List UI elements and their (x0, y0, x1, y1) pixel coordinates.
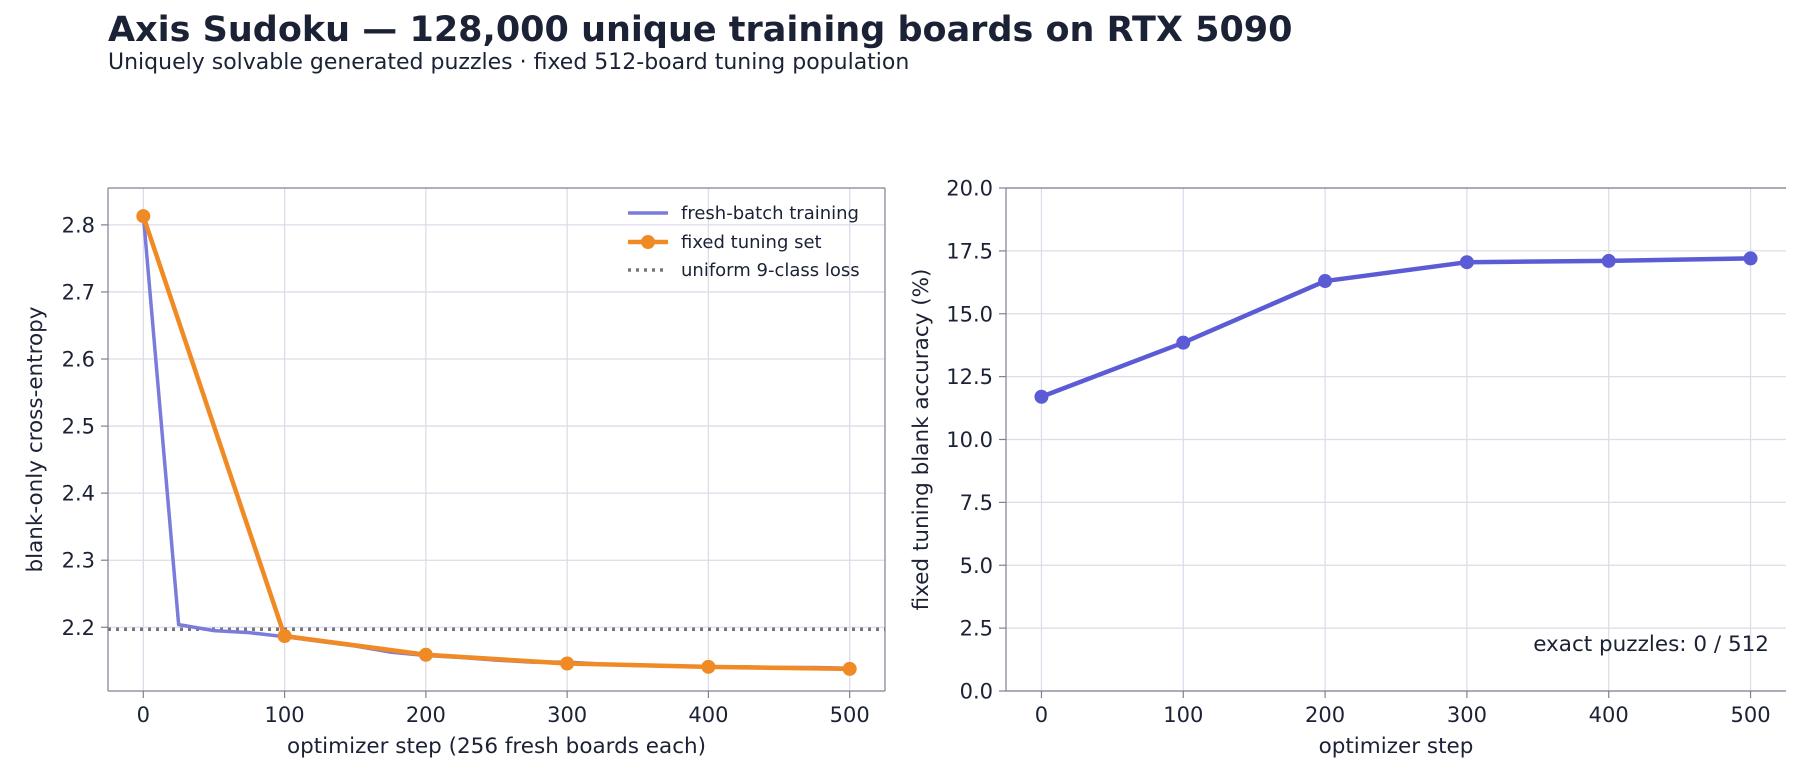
y-tick-label: 17.5 (946, 239, 993, 263)
fixed-tuning-set-point (842, 661, 857, 676)
exact-puzzles-annotation: exact puzzles: 0 / 512 (1533, 632, 1769, 657)
x-tick-label: 200 (1305, 703, 1345, 727)
fixed-tuning-set-point (136, 209, 151, 224)
x-axis-label: optimizer step (1319, 734, 1474, 759)
fixed-tuning-set-point (277, 629, 292, 644)
x-tick-label: 100 (265, 703, 305, 727)
x-tick-label: 200 (406, 703, 446, 727)
y-tick-label: 15.0 (946, 302, 993, 326)
x-tick-label: 0 (137, 703, 150, 727)
right-chart-panel: 0 100 200 300 400 500 0.0 2.5 5.0 7.5 10.0 12.5 15.0… (909, 177, 1786, 759)
y-tick-label: 2.7 (62, 280, 95, 304)
accuracy-point (1601, 253, 1616, 268)
accuracy-point (1176, 335, 1191, 350)
fresh-batch-training-line (141, 213, 852, 670)
y-axis-label: blank-only cross-entropy (23, 306, 48, 572)
fixed-tuning-set-point (560, 656, 575, 671)
y-tick-label: 2.2 (62, 616, 95, 640)
legend-label: fresh-batch training (681, 203, 859, 224)
y-tick-label: 2.4 (62, 482, 95, 506)
legend-marker-fixed (641, 235, 655, 249)
accuracy-point (1743, 251, 1758, 266)
left-chart-panel: 0 100 200 300 400 500 2.2 2.3 2.4 2.5 2.6 2.7 2.8 opt… (23, 187, 886, 759)
y-tick-label: 2.3 (62, 549, 95, 573)
fixed-tuning-set-line (141, 213, 852, 672)
accuracy-line (1039, 256, 1753, 399)
y-tick-label: 10.0 (946, 428, 993, 452)
accuracy-point (1318, 274, 1333, 289)
x-tick-label: 400 (1589, 703, 1629, 727)
fixed-tuning-set-point (701, 659, 716, 674)
x-tick-label: 300 (1447, 703, 1487, 727)
y-tick-label: 2.6 (62, 348, 95, 372)
accuracy-point (1459, 255, 1474, 270)
x-tick-label: 300 (547, 703, 587, 727)
x-tick-label: 100 (1163, 703, 1203, 727)
fixed-tuning-set-point (418, 647, 433, 662)
y-tick-label: 12.5 (946, 365, 993, 389)
legend-label: uniform 9-class loss (681, 260, 860, 281)
y-tick-label: 2.8 (62, 213, 95, 237)
x-tick-label: 400 (688, 703, 728, 727)
chart-subtitle: Uniquely solvable generated puzzles · fi… (108, 50, 910, 75)
y-tick-label: 20.0 (946, 177, 993, 201)
y-tick-label: 2.5 (62, 415, 95, 439)
y-tick-label: 2.5 (960, 617, 993, 641)
x-tick-label: 0 (1035, 703, 1048, 727)
x-tick-label: 500 (1730, 703, 1770, 727)
x-axis-label: optimizer step (256 fresh boards each) (287, 734, 706, 759)
x-tick-label: 500 (830, 703, 870, 727)
chart-title: Axis Sudoku — 128,000 unique training bo… (108, 10, 1293, 50)
y-tick-label: 7.5 (960, 491, 993, 515)
chart-legend: fresh-batch training fixed tuning set unif… (628, 203, 860, 281)
accuracy-point (1034, 389, 1049, 404)
y-tick-label: 0.0 (960, 680, 993, 704)
y-axis-label: fixed tuning blank accuracy (%) (909, 269, 934, 611)
y-tick-label: 5.0 (960, 554, 993, 578)
legend-label: fixed tuning set (681, 232, 822, 253)
